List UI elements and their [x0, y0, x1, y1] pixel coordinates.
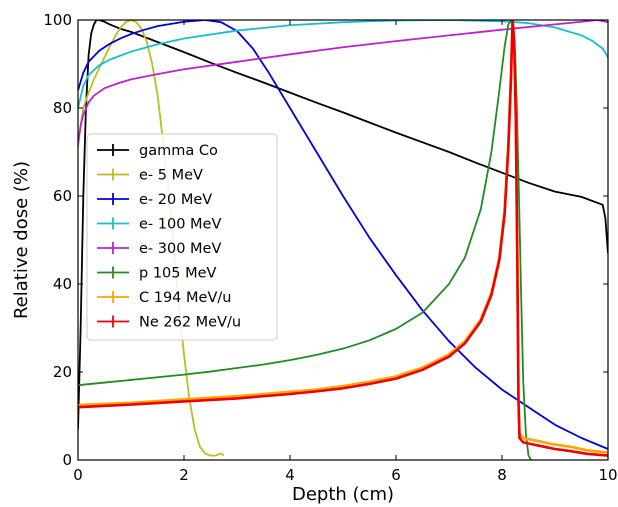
- y-tick-label: 60: [53, 187, 72, 205]
- legend-label: e- 100 MeV: [139, 217, 221, 233]
- series-line-e-5-mev: [78, 20, 225, 457]
- legend-label: gamma Co: [139, 143, 218, 159]
- y-tick-label: 0: [62, 451, 72, 469]
- y-tick-label: 20: [53, 363, 72, 381]
- legend-entry-p-105-mev: p 105 MeV: [97, 266, 217, 282]
- series-line-p-105-mev: [78, 20, 532, 460]
- y-axis-label: Relative dose (%): [11, 161, 32, 319]
- legend-label: p 105 MeV: [139, 266, 217, 282]
- y-tick-label: 80: [53, 99, 72, 117]
- legend-box: [86, 133, 278, 341]
- series-line-gamma-co: [78, 20, 608, 430]
- series-layer: [78, 20, 608, 460]
- legend-entry-e-20-mev: e- 20 MeV: [97, 192, 212, 208]
- legend-label: e- 300 MeV: [139, 241, 221, 257]
- x-tick-label: 8: [497, 466, 507, 484]
- legend-entry-ne-262-mev-u: Ne 262 MeV/u: [97, 315, 241, 331]
- y-tick-label: 40: [53, 275, 72, 293]
- series-line-ne-262-mev-u: [78, 20, 608, 457]
- legend-entry-e-300-mev: e- 300 MeV: [97, 241, 221, 257]
- x-tick-label: 0: [73, 466, 83, 484]
- legend-entry-e-100-mev: e- 100 MeV: [97, 217, 221, 233]
- legend-entry-e-5-mev: e- 5 MeV: [97, 168, 203, 184]
- legend: gamma Co e- 5 MeV e- 20 MeV e- 100 MeV e- 30…: [86, 133, 278, 341]
- plot-frame: [77, 19, 609, 461]
- legend-label: e- 20 MeV: [139, 192, 212, 208]
- legend-entry-c-194-mev-u: C 194 MeV/u: [97, 290, 231, 306]
- x-tick-label: 10: [598, 466, 617, 484]
- legend-label: Ne 262 MeV/u: [139, 315, 241, 331]
- x-tick-label: 6: [391, 466, 401, 484]
- y-tick-label: 100: [43, 11, 72, 29]
- x-axis-label: Depth (cm): [292, 484, 394, 505]
- x-tick-label: 2: [179, 466, 189, 484]
- series-line-e-20-mev: [78, 20, 608, 450]
- legend-label: C 194 MeV/u: [139, 290, 231, 306]
- legend-entry-gamma-co: gamma Co: [97, 143, 218, 159]
- series-line-e-100-mev: [78, 20, 608, 109]
- legend-label: e- 5 MeV: [139, 168, 203, 184]
- series-line-e-300-mev: [78, 20, 608, 144]
- x-tick-label: 4: [285, 466, 295, 484]
